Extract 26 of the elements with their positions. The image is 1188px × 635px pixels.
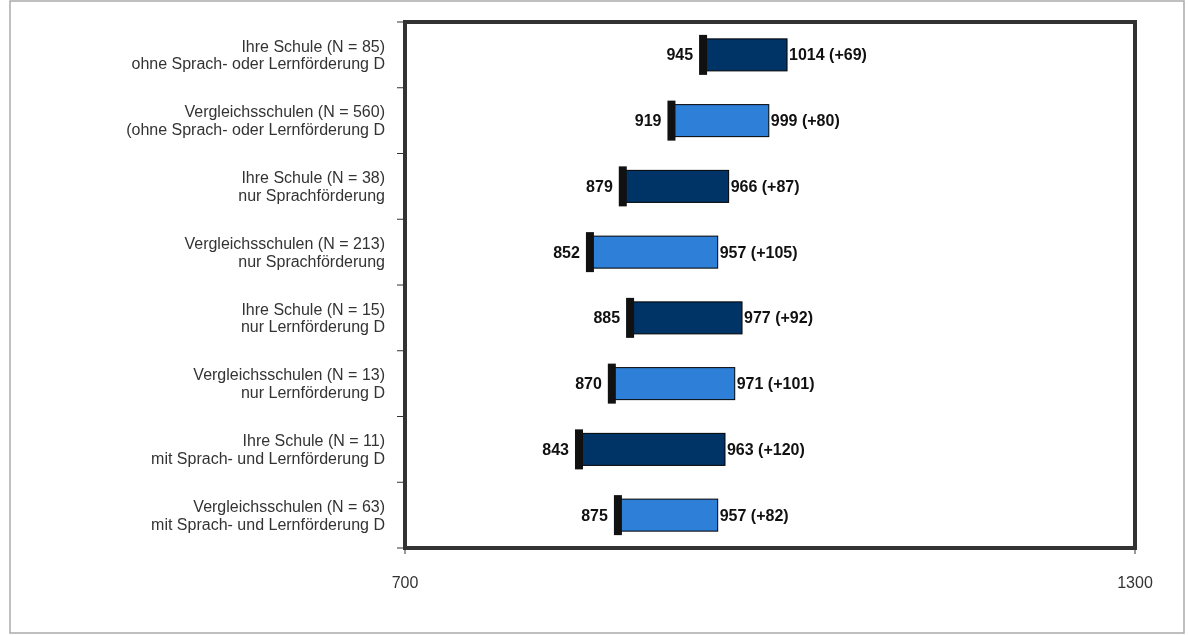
y-tick-label: Vergleichsschulen (N = 213) nur Sprachförderung <box>184 234 385 270</box>
annotation: 870 <box>575 375 602 393</box>
annotation: 852 <box>553 243 581 261</box>
annotation: 885 <box>593 309 621 327</box>
data-label: 977 (+92) <box>744 309 813 327</box>
y-tick-label: Vergleichsschulen (N = 13) nur Lernförderung D <box>193 366 385 402</box>
annotation: 879 <box>586 177 613 195</box>
x-tick-label: 700 <box>391 574 419 591</box>
data-label: 999 (+80) <box>770 112 840 130</box>
data-label: 957 (+105) <box>719 243 798 261</box>
y-tick-label: Ihre Schule (N = 11) mit Sprach- und Lernförderung D <box>151 432 385 467</box>
y-tick-label: Vergleichsschulen (N = 63) mit Sprach- und Lernförderung D <box>151 497 385 533</box>
data-label: 1014 (+69) <box>789 46 867 64</box>
y-tick-label: Ihre Schule (N = 15) nur Lernförderung D <box>240 300 385 336</box>
annotation: 945 <box>666 46 694 64</box>
y-tick-label: Ihre Schule (N = 85) ohne Sprach- oder Lernförderung D <box>131 37 385 73</box>
annotation: 875 <box>581 506 609 524</box>
data-label: 963 (+120) <box>726 440 805 458</box>
y-tick-label: Vergleichsschulen (N = 560) (ohne Sprach- oder Lernförderung D <box>126 103 385 139</box>
data-label: 957 (+82) <box>719 506 789 524</box>
data-label: 971 (+101) <box>736 375 815 393</box>
annotation: 843 <box>542 440 570 458</box>
y-tick-label: Ihre Schule (N = 38) nur Sprachförderung <box>238 169 385 204</box>
annotation: 919 <box>634 112 662 130</box>
x-tick-label: 1300 <box>1117 574 1153 591</box>
data-label: 966 (+87) <box>730 177 800 195</box>
